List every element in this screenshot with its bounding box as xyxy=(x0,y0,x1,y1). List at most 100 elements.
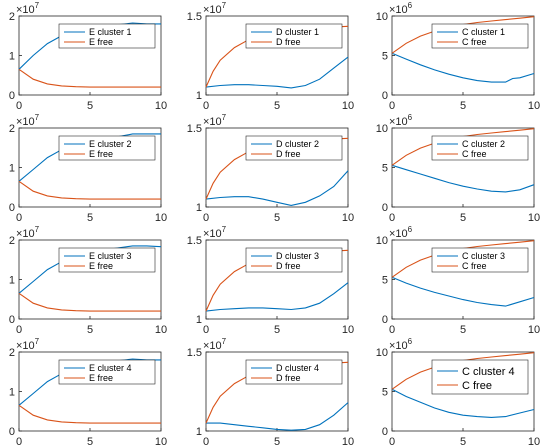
series-line-cluster xyxy=(206,402,349,431)
legend-label: D cluster 4 xyxy=(276,363,319,373)
y-tick-label: 0 xyxy=(9,314,15,326)
legend-box xyxy=(431,359,529,395)
legend-label: E free xyxy=(89,373,113,383)
y-multiplier: ×107 xyxy=(203,337,227,352)
x-tick-label: 0 xyxy=(389,436,395,447)
legend-box xyxy=(431,23,529,49)
x-tick-label: 5 xyxy=(87,212,93,224)
x-tick-label: 0 xyxy=(203,324,209,336)
y-tick-label: 0 xyxy=(382,202,388,214)
legend-label: D cluster 1 xyxy=(276,27,319,37)
y-tick-label: 1 xyxy=(9,51,15,63)
legend-label: E free xyxy=(89,37,113,47)
multiplier-base: ×10 xyxy=(389,4,408,16)
x-tick-label: 10 xyxy=(342,324,354,336)
series-line-cluster xyxy=(205,282,349,312)
y-tick-label: 1 xyxy=(196,202,202,214)
y-multiplier: ×106 xyxy=(389,225,413,240)
series-line-cluster xyxy=(391,164,535,193)
legend-label: D free xyxy=(276,149,301,159)
y-tick-label: 1.5 xyxy=(187,11,202,23)
y-tick-label: 0 xyxy=(9,202,15,214)
y-tick-label: 5 xyxy=(382,387,388,399)
y-multiplier: ×107 xyxy=(203,113,227,128)
subplot-r3-c2: 1 1.5 0 5 10 ×107 D cluster 3D free xyxy=(187,225,354,336)
y-multiplier: ×107 xyxy=(203,225,227,240)
x-tick-label: 5 xyxy=(87,324,93,336)
x-tick-label: 0 xyxy=(16,324,22,336)
multiplier-base: ×10 xyxy=(389,116,408,128)
multiplier-base: ×10 xyxy=(16,340,35,352)
x-tick-label: 0 xyxy=(16,212,22,224)
subplot-r1-c2: 1 1.5 0 5 10 ×107 D cluster 1D free xyxy=(187,1,354,112)
x-tick-label: 10 xyxy=(342,212,354,224)
x-tick-label: 5 xyxy=(460,212,466,224)
y-multiplier: ×107 xyxy=(16,225,40,240)
subplot-r4-c1: 0 1 2 0 5 10 ×107 E cluster 4E free xyxy=(9,337,167,447)
y-tick-label: 0 xyxy=(382,90,388,102)
subplot-r2-c2: 1 1.5 0 5 10 ×107 D cluster 2D free xyxy=(187,113,354,224)
legend-label: E free xyxy=(89,149,113,159)
x-tick-label: 5 xyxy=(460,324,466,336)
x-tick-label: 0 xyxy=(203,100,209,112)
legend-box xyxy=(245,135,343,161)
legend-label: C cluster 4 xyxy=(462,366,515,378)
legend-label: D cluster 2 xyxy=(276,139,319,149)
legend-box xyxy=(58,135,156,161)
multiplier-exponent: 7 xyxy=(35,113,40,122)
subplot-r2-c1: 0 1 2 0 5 10 ×107 E cluster 2E free xyxy=(9,113,167,224)
x-tick-label: 0 xyxy=(389,324,395,336)
legend-box xyxy=(58,359,156,385)
y-tick-label: 0 xyxy=(382,314,388,326)
series-line-cluster xyxy=(391,388,535,418)
x-tick-label: 5 xyxy=(274,324,280,336)
y-tick-label: 0 xyxy=(9,426,15,438)
multiplier-exponent: 7 xyxy=(35,337,40,346)
series-line-free xyxy=(18,68,161,88)
multiplier-exponent: 7 xyxy=(35,1,40,10)
legend-label: D cluster 3 xyxy=(276,251,319,261)
x-tick-label: 0 xyxy=(389,212,395,224)
subplot-r4-c2: 1 1.5 0 5 10 ×107 D cluster 4D free xyxy=(187,337,354,447)
y-tick-label: 5 xyxy=(382,51,388,63)
y-tick-label: 1 xyxy=(196,314,202,326)
multiplier-exponent: 7 xyxy=(222,337,227,346)
x-tick-label: 10 xyxy=(155,100,167,112)
y-multiplier: ×106 xyxy=(389,1,413,16)
y-tick-label: 10 xyxy=(376,347,388,359)
multiplier-base: ×10 xyxy=(203,4,222,16)
subplot-r1-c1: 0 1 2 0 5 10 ×107 E cluster 1E free xyxy=(9,1,167,112)
y-multiplier: ×107 xyxy=(16,337,40,352)
x-tick-label: 0 xyxy=(16,100,22,112)
x-tick-label: 5 xyxy=(87,436,93,447)
legend-box xyxy=(431,135,529,161)
legend-label: C cluster 3 xyxy=(462,251,505,261)
legend-box xyxy=(58,247,156,273)
legend-label: E cluster 3 xyxy=(89,251,132,261)
multiplier-exponent: 6 xyxy=(408,225,413,234)
legend-label: C free xyxy=(462,380,492,392)
x-tick-label: 0 xyxy=(389,100,395,112)
y-tick-label: 0 xyxy=(9,90,15,102)
x-tick-label: 5 xyxy=(274,436,280,447)
y-tick-label: 2 xyxy=(9,235,15,247)
y-tick-label: 2 xyxy=(9,123,15,135)
y-tick-label: 1 xyxy=(196,426,202,438)
legend-label: E cluster 4 xyxy=(89,363,132,373)
x-tick-label: 10 xyxy=(528,324,540,336)
multiplier-base: ×10 xyxy=(16,4,35,16)
multiplier-exponent: 7 xyxy=(222,225,227,234)
legend-box xyxy=(58,23,156,49)
legend-box xyxy=(245,359,343,385)
multiplier-base: ×10 xyxy=(16,228,35,240)
x-tick-label: 5 xyxy=(87,100,93,112)
multiplier-base: ×10 xyxy=(203,116,222,128)
multiplier-base: ×10 xyxy=(203,340,222,352)
legend-box xyxy=(245,247,343,273)
legend-box xyxy=(431,247,529,273)
x-tick-label: 10 xyxy=(342,436,354,447)
x-tick-label: 10 xyxy=(528,436,540,447)
y-tick-label: 5 xyxy=(382,275,388,287)
y-tick-label: 1 xyxy=(9,275,15,287)
